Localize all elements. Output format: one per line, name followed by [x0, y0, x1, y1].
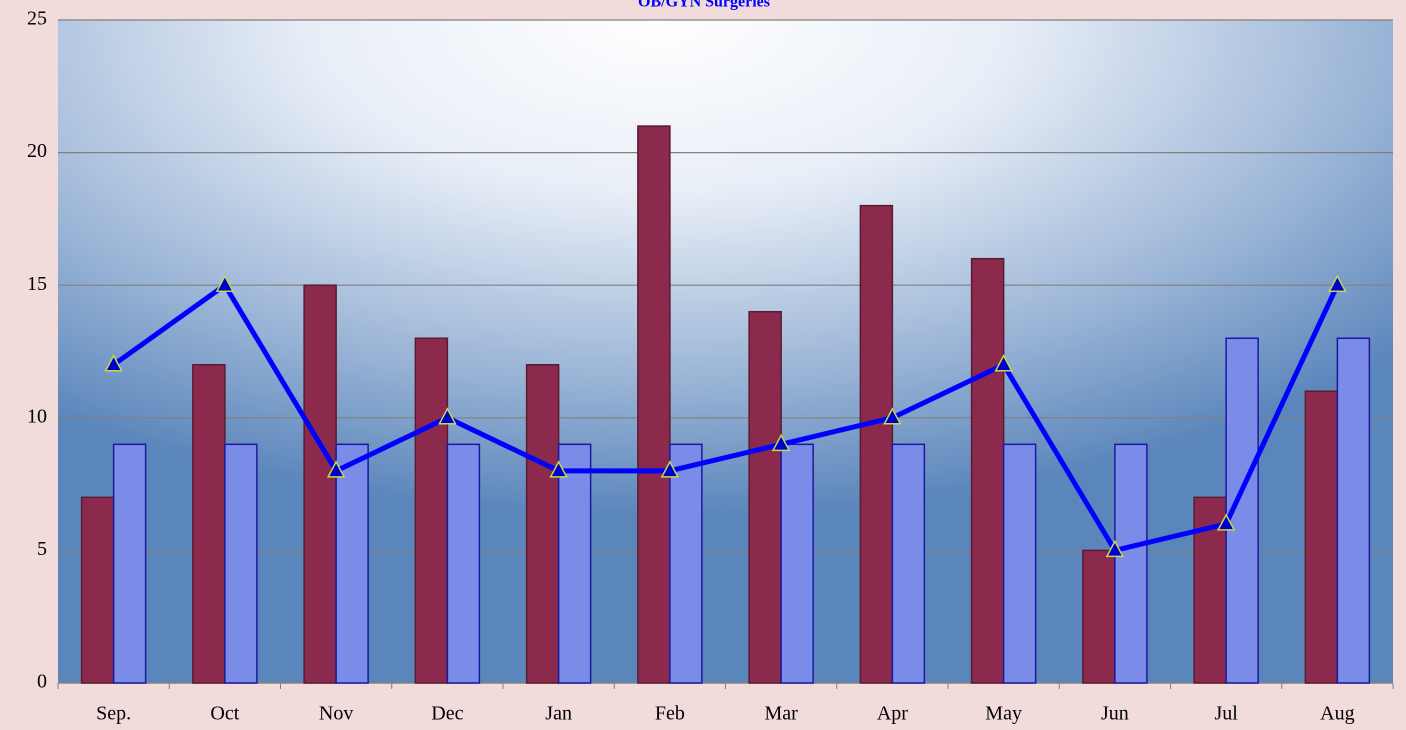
bar [192, 364, 226, 684]
bar [1082, 549, 1116, 684]
bar [1114, 443, 1148, 684]
bar [970, 257, 1005, 684]
line-marker [660, 460, 680, 478]
y-tick-label: 15 [27, 273, 47, 295]
line-marker [994, 354, 1013, 372]
line-marker [326, 460, 346, 478]
chart-title: OB/GYN Surgeries [638, 0, 770, 11]
line [112, 282, 1340, 553]
bar [669, 443, 703, 684]
y-tick-label: 0 [37, 671, 47, 693]
line-marker [104, 354, 123, 372]
bar [1336, 337, 1371, 684]
bar [224, 443, 258, 684]
bar [112, 443, 147, 684]
x-tick-label: Oct [210, 703, 239, 725]
bar [414, 337, 449, 684]
bar [780, 443, 814, 684]
x-tick-label: Dec [431, 703, 463, 725]
bar [1002, 443, 1037, 684]
x-tick-label: Mar [764, 703, 798, 725]
x-tick-label: Feb [655, 703, 685, 725]
y-tick-label: 20 [27, 140, 47, 162]
line-marker [1328, 274, 1347, 292]
line-marker [215, 274, 235, 292]
y-tick-label: 5 [37, 538, 47, 560]
x-tick-label: Jun [1101, 703, 1129, 725]
y-tick-label: 10 [27, 405, 47, 427]
bar [1304, 390, 1339, 684]
line-marker [1216, 513, 1236, 531]
line-marker [1105, 539, 1125, 558]
bar [557, 443, 592, 684]
bar [303, 284, 337, 684]
bar [80, 496, 115, 684]
line-marker [883, 407, 902, 425]
x-tick-label: May [985, 703, 1022, 725]
line-marker [549, 460, 568, 478]
line-marker [438, 407, 457, 425]
bar [859, 204, 894, 684]
x-tick-label: Jan [545, 703, 572, 725]
x-tick-label: Jul [1214, 703, 1238, 725]
x-tick-label: Sep. [96, 703, 131, 725]
line-marker [771, 433, 791, 452]
bar [637, 125, 671, 684]
bar [446, 443, 481, 684]
x-tick-label: Nov [319, 703, 353, 725]
bar [335, 443, 369, 684]
plot-area [58, 20, 1393, 683]
bar [748, 310, 782, 684]
y-tick-label: 25 [27, 8, 47, 30]
bar [525, 364, 560, 684]
x-tick-label: Apr [877, 703, 908, 725]
bar [891, 443, 926, 684]
x-tick-label: Aug [1320, 703, 1354, 725]
